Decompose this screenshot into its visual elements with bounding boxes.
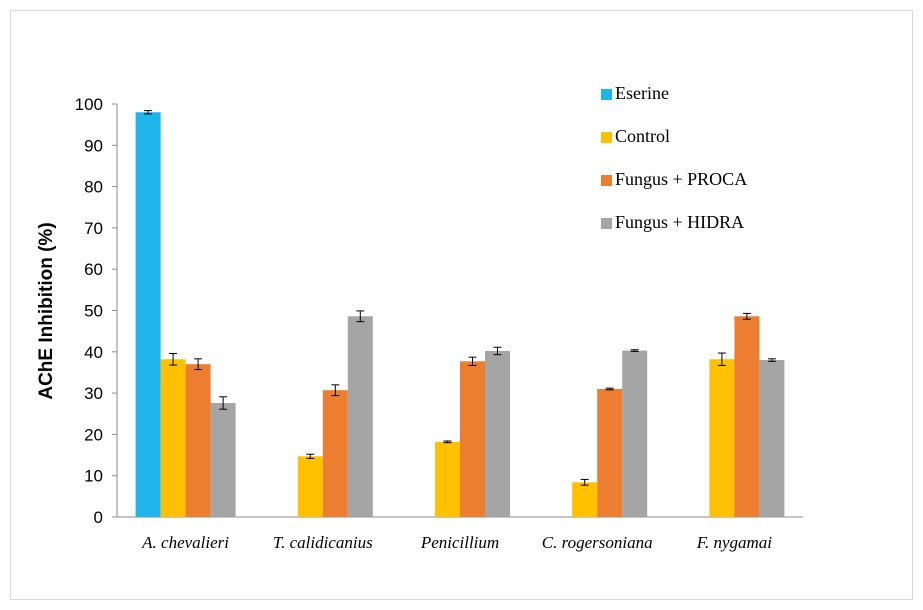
legend: Eserine Control Fungus + PROCA Fungus + HID…	[601, 83, 747, 232]
legend-label: Control	[615, 126, 670, 146]
legend-label: Fungus + HIDRA	[615, 212, 744, 232]
bar	[435, 441, 460, 517]
x-tick-label: Penicillium	[420, 533, 499, 552]
bar	[210, 403, 236, 517]
legend-swatch	[601, 218, 612, 229]
y-axis-title: AChE Inhibition (%)	[36, 222, 57, 399]
legend-swatch	[601, 89, 612, 100]
bar	[347, 316, 373, 517]
legend-swatch	[601, 132, 612, 143]
y-tick-label: 30	[84, 384, 103, 403]
bar	[622, 350, 648, 517]
legend-label: Fungus + PROCA	[615, 169, 747, 189]
legend-label: Eserine	[615, 83, 669, 103]
x-tick-label: T. calidicanius	[273, 533, 373, 552]
bar	[297, 456, 323, 517]
legend-swatch	[601, 175, 612, 186]
bar	[759, 360, 785, 517]
y-tick-label: 80	[84, 178, 103, 197]
y-tick-label: 90	[84, 136, 103, 155]
bars	[135, 110, 785, 517]
y-tick-label: 100	[75, 95, 103, 114]
y-tick-label: 20	[84, 425, 103, 444]
x-tick-label: F. nygamai	[696, 533, 773, 552]
x-axis: A. chevalieri T. calidicanius Penicillium C…	[117, 516, 803, 552]
bar	[185, 364, 211, 517]
bar	[734, 316, 760, 517]
bar	[135, 112, 161, 517]
y-tick-label: 60	[84, 260, 103, 279]
bar	[160, 359, 186, 517]
y-tick-label: 50	[84, 302, 103, 321]
bar	[709, 359, 735, 517]
bar	[572, 482, 598, 517]
y-tick-label: 70	[84, 219, 103, 238]
x-tick-label: C. rogersoniana	[542, 533, 653, 552]
y-tick-label: 40	[84, 343, 103, 362]
y-axis: 0 10 20 30 40 50 60 70 80 90 100	[75, 95, 118, 527]
y-tick-label: 0	[94, 508, 103, 527]
bar	[322, 390, 348, 517]
y-tick-label: 10	[84, 467, 103, 486]
x-tick-label: A. chevalieri	[141, 533, 229, 552]
bar	[597, 388, 623, 517]
bar	[460, 361, 485, 517]
bar	[485, 350, 510, 517]
